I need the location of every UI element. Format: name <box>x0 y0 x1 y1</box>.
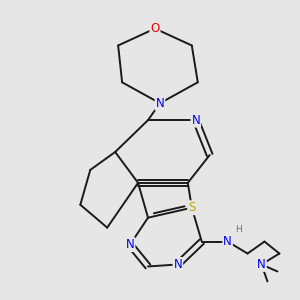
Text: N: N <box>257 258 266 271</box>
Text: S: S <box>188 201 196 214</box>
Text: N: N <box>223 235 232 248</box>
Text: N: N <box>156 97 164 110</box>
Text: O: O <box>150 22 160 35</box>
Text: N: N <box>191 114 200 127</box>
Text: N: N <box>126 238 134 251</box>
Text: H: H <box>235 225 242 234</box>
Text: N: N <box>173 258 182 271</box>
